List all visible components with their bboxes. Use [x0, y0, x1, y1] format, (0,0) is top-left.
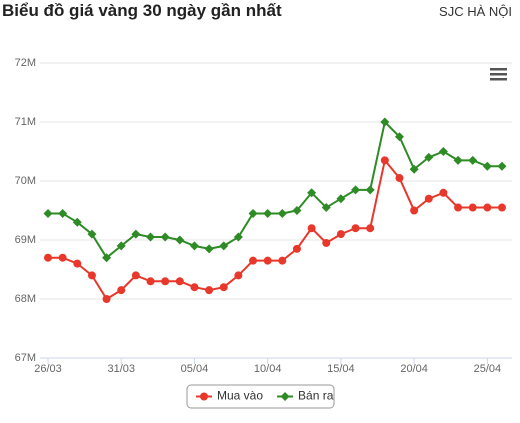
- legend-label: Mua vào: [217, 389, 263, 403]
- point: [438, 147, 448, 156]
- point: [131, 271, 140, 280]
- point: [498, 203, 506, 212]
- point: [116, 241, 126, 251]
- point: [307, 224, 316, 233]
- point: [409, 164, 419, 174]
- point: [307, 188, 317, 198]
- point: [117, 286, 126, 295]
- point: [175, 235, 185, 245]
- point: [351, 185, 361, 195]
- point: [102, 295, 111, 303]
- point: [234, 271, 243, 280]
- point: [351, 224, 360, 233]
- point: [146, 232, 156, 242]
- point: [380, 117, 390, 127]
- point: [233, 232, 243, 242]
- point: [72, 217, 82, 227]
- location: SJC HÀ NỘI: [439, 4, 512, 19]
- point: [43, 208, 53, 218]
- y-tick-label: 72M: [15, 57, 36, 69]
- y-tick-label: 67M: [15, 352, 36, 364]
- point: [336, 194, 346, 204]
- y-tick-label: 70M: [15, 175, 36, 187]
- point: [204, 244, 214, 254]
- point: [263, 256, 272, 265]
- x-tick-label: 05/04: [181, 363, 209, 375]
- x-tick-label: 20/04: [400, 363, 428, 375]
- point: [160, 232, 170, 242]
- point: [292, 206, 302, 215]
- point: [189, 241, 199, 251]
- y-tick-label: 69M: [15, 234, 36, 246]
- point: [58, 208, 68, 218]
- point: [58, 253, 67, 262]
- y-tick-label: 68M: [15, 293, 36, 305]
- point: [336, 230, 345, 239]
- point: [146, 277, 155, 286]
- point: [102, 253, 112, 263]
- point: [161, 277, 170, 286]
- point: [190, 283, 199, 292]
- point: [424, 194, 433, 203]
- point: [439, 188, 448, 197]
- point: [497, 161, 507, 171]
- page-title: Biểu đồ giá vàng 30 ngày gần nhất: [2, 1, 282, 20]
- x-tick-label: 15/04: [327, 363, 355, 375]
- y-tick-label: 71M: [15, 116, 36, 128]
- point: [44, 253, 52, 262]
- legend-marker: [200, 392, 208, 401]
- point: [205, 286, 214, 295]
- point: [278, 256, 287, 265]
- legend: Mua vào Bán ra: [186, 384, 335, 409]
- point: [394, 132, 404, 142]
- point: [483, 203, 492, 212]
- point: [322, 238, 331, 247]
- point: [248, 208, 258, 218]
- point: [87, 229, 97, 239]
- legend-marker: [280, 392, 290, 401]
- point: [219, 241, 229, 251]
- point: [468, 155, 478, 165]
- point: [321, 203, 331, 213]
- point: [424, 152, 434, 162]
- point: [249, 256, 258, 265]
- menu-button[interactable]: [488, 66, 508, 82]
- x-tick-label: 10/04: [254, 363, 282, 375]
- point: [454, 203, 463, 212]
- point: [131, 229, 141, 239]
- point: [87, 271, 96, 280]
- point: [453, 155, 463, 165]
- point: [380, 156, 389, 165]
- series-line: [48, 119, 502, 260]
- legend-label: Bán ra: [298, 389, 334, 403]
- point: [468, 203, 477, 212]
- point: [292, 244, 301, 253]
- x-tick-label: 25/04: [474, 363, 502, 375]
- point: [175, 277, 184, 286]
- x-tick-label: 31/03: [107, 363, 135, 375]
- legend-box: [186, 384, 335, 409]
- point: [395, 174, 404, 183]
- point: [482, 161, 492, 171]
- point: [263, 208, 273, 218]
- x-tick-label: 26/03: [34, 363, 62, 375]
- point: [365, 185, 375, 195]
- point: [219, 283, 228, 292]
- point: [410, 206, 419, 215]
- point: [73, 259, 82, 268]
- point: [366, 224, 375, 233]
- point: [277, 208, 287, 218]
